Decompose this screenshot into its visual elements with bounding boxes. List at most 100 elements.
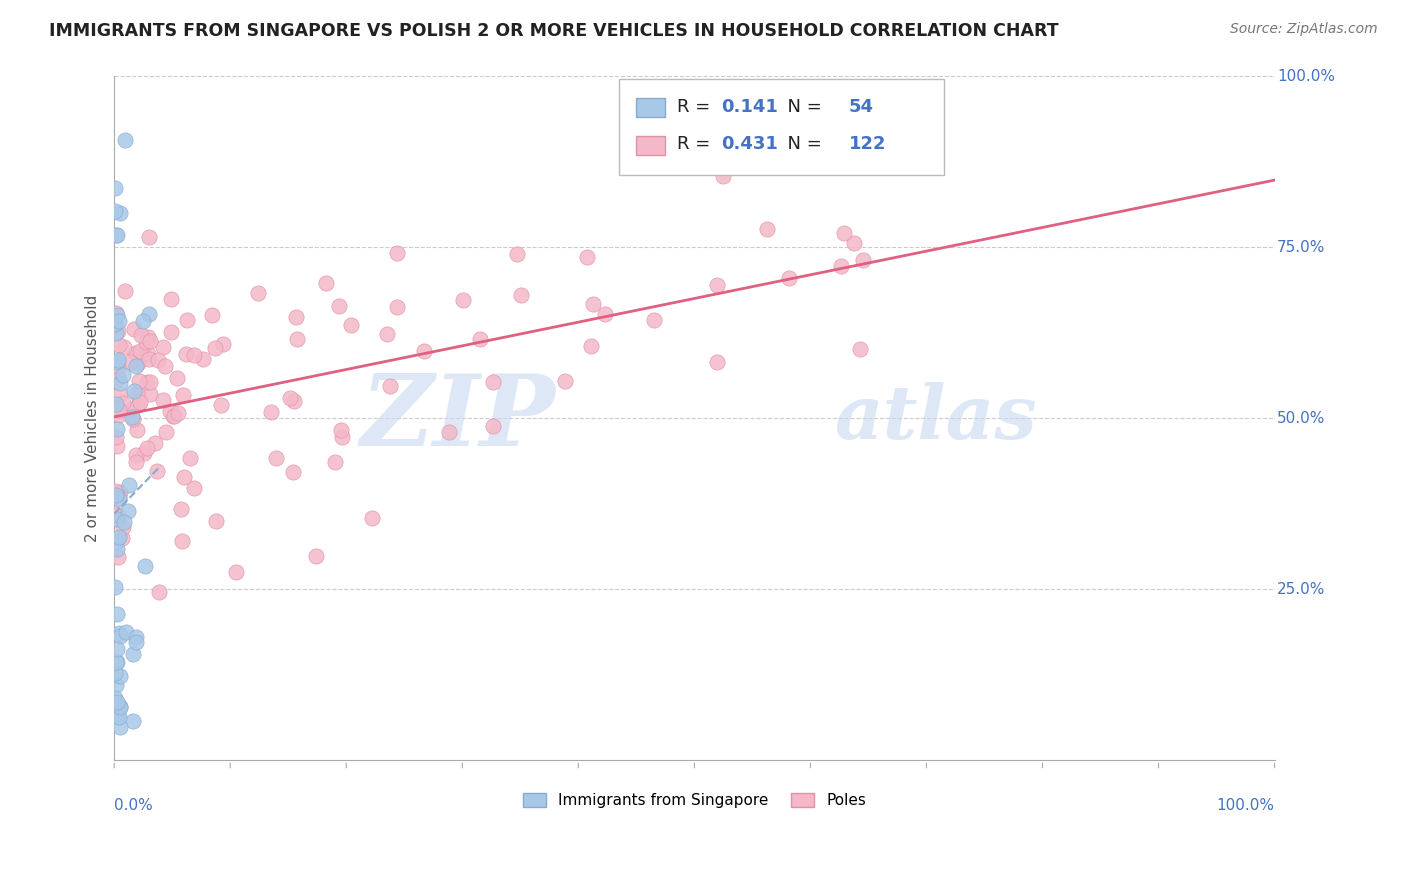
Point	[191, 352, 214, 367]
Point	[329, 423, 352, 437]
Point	[107, 550, 129, 565]
Point	[110, 669, 132, 683]
Point	[204, 341, 226, 355]
Point	[108, 491, 131, 505]
Point	[138, 387, 160, 401]
Point	[125, 359, 148, 374]
Point	[212, 337, 235, 351]
Point	[104, 665, 127, 680]
Point	[108, 484, 131, 499]
Point	[378, 378, 401, 392]
Point	[579, 339, 602, 353]
Point	[159, 325, 181, 339]
Point	[163, 409, 186, 423]
Point	[128, 394, 150, 409]
Point	[167, 406, 190, 420]
Point	[593, 307, 616, 321]
Point	[108, 408, 131, 422]
Point	[209, 398, 232, 412]
Point	[118, 478, 141, 492]
Point	[105, 422, 128, 436]
Text: 75.0%: 75.0%	[1277, 240, 1326, 254]
Point	[107, 325, 129, 339]
Point	[285, 310, 308, 325]
Text: IMMIGRANTS FROM SINGAPORE VS POLISH 2 OR MORE VEHICLES IN HOUSEHOLD CORRELATION : IMMIGRANTS FROM SINGAPORE VS POLISH 2 OR…	[49, 22, 1059, 40]
Point	[287, 332, 309, 346]
Text: 100.0%: 100.0%	[1216, 798, 1275, 813]
Point	[183, 481, 205, 495]
Point	[108, 376, 131, 390]
Point	[135, 334, 157, 349]
Point	[328, 299, 350, 313]
Point	[134, 559, 156, 574]
Point	[138, 230, 160, 244]
Point	[122, 322, 145, 336]
Point	[129, 344, 152, 359]
Point	[264, 451, 287, 466]
Text: ZIP: ZIP	[360, 370, 555, 467]
FancyBboxPatch shape	[637, 136, 665, 154]
Point	[105, 308, 128, 322]
Point	[138, 376, 160, 390]
Point	[104, 678, 127, 692]
Point	[852, 253, 875, 268]
Point	[643, 313, 665, 327]
Point	[148, 585, 170, 599]
Point	[153, 359, 176, 374]
Point	[108, 491, 131, 506]
Point	[111, 532, 134, 546]
Point	[107, 338, 129, 352]
Point	[832, 226, 855, 240]
Point	[105, 542, 128, 557]
Point	[451, 293, 474, 308]
Text: R =: R =	[676, 98, 716, 116]
Point	[176, 312, 198, 326]
Point	[118, 354, 141, 368]
Legend: Immigrants from Singapore, Poles: Immigrants from Singapore, Poles	[516, 787, 872, 814]
Point	[172, 388, 194, 402]
Point	[842, 235, 865, 250]
Point	[105, 695, 128, 709]
Point	[281, 465, 304, 479]
FancyBboxPatch shape	[637, 98, 665, 117]
Point	[115, 625, 138, 640]
Point	[482, 419, 505, 434]
Point	[105, 534, 128, 549]
Point	[778, 271, 800, 285]
FancyBboxPatch shape	[619, 79, 943, 175]
Point	[105, 228, 128, 243]
Point	[120, 401, 142, 416]
Point	[205, 514, 228, 528]
Point	[104, 483, 127, 498]
Point	[170, 502, 193, 516]
Text: 122: 122	[849, 136, 886, 153]
Point	[554, 374, 576, 388]
Point	[278, 391, 301, 405]
Point	[110, 386, 132, 401]
Point	[108, 314, 131, 328]
Point	[170, 533, 193, 548]
Text: 0.0%: 0.0%	[114, 798, 153, 813]
Point	[107, 370, 129, 384]
Point	[110, 720, 132, 734]
Point	[129, 327, 152, 342]
Point	[361, 511, 384, 525]
Point	[132, 314, 155, 328]
Point	[125, 630, 148, 644]
Point	[201, 308, 224, 322]
Point	[112, 515, 135, 529]
Point	[127, 356, 149, 370]
Point	[159, 292, 181, 306]
Point	[105, 656, 128, 670]
Point	[155, 425, 177, 439]
Point	[706, 355, 728, 369]
Point	[755, 222, 778, 236]
Point	[162, 409, 184, 423]
Point	[122, 384, 145, 399]
Text: 25.0%: 25.0%	[1277, 582, 1326, 597]
Point	[166, 370, 188, 384]
Point	[482, 375, 505, 389]
Point	[105, 228, 128, 243]
Point	[121, 647, 143, 661]
Text: Source: ZipAtlas.com: Source: ZipAtlas.com	[1230, 22, 1378, 37]
